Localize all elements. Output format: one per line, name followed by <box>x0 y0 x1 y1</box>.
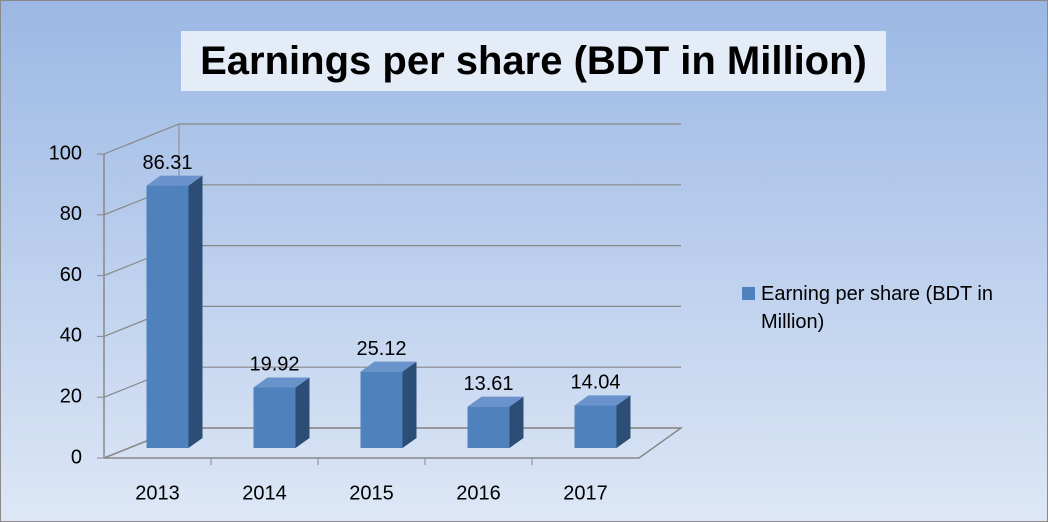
bar-top <box>253 377 310 388</box>
bar-side <box>509 396 524 448</box>
data-label: 86.31 <box>142 152 192 174</box>
y-tick-label: 20 <box>60 385 82 407</box>
legend-label: Earning per share (BDT in Million) <box>761 283 993 333</box>
bar-top <box>574 395 631 406</box>
data-label: 19.92 <box>249 354 299 376</box>
bar-side <box>616 395 631 448</box>
x-tick-label: 2016 <box>456 482 501 504</box>
y-tick-label: 60 <box>60 264 82 286</box>
bar-side <box>295 377 310 448</box>
bar <box>467 406 510 448</box>
bar <box>574 405 617 448</box>
bar-top <box>360 361 417 372</box>
y-tick-label: 0 <box>71 446 82 468</box>
legend-swatch <box>742 287 755 300</box>
x-tick-label: 2013 <box>135 482 180 504</box>
bar <box>146 185 189 448</box>
bar-top <box>467 396 524 407</box>
data-label: 25.12 <box>356 338 406 360</box>
x-tick-label: 2014 <box>242 482 287 504</box>
y-tick-label: 40 <box>60 325 82 347</box>
bar <box>253 387 296 448</box>
y-tick-label: 100 <box>49 142 82 164</box>
grid-line <box>103 123 681 155</box>
bar-side <box>402 361 417 448</box>
chart-title: Earnings per share (BDT in Million) <box>181 31 886 91</box>
bar-top <box>146 175 203 186</box>
x-tick-label: 2017 <box>563 482 608 504</box>
bar <box>360 371 403 448</box>
bar-side <box>188 175 203 448</box>
x-tick-label: 2015 <box>349 482 394 504</box>
data-label: 14.04 <box>570 372 620 394</box>
y-tick-label: 80 <box>60 203 82 225</box>
data-label: 13.61 <box>463 373 513 395</box>
